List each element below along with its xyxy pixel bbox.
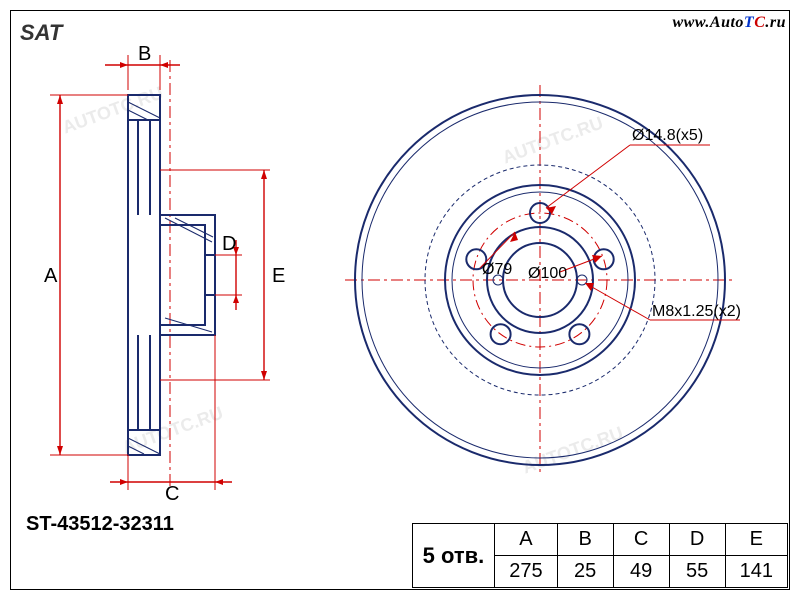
dim-label-C: C [165, 483, 179, 505]
url-part: C [754, 14, 765, 31]
col-header: B [557, 524, 613, 556]
cell: 25 [557, 556, 613, 588]
col-header: D [669, 524, 725, 556]
annot-thread: M8x1.25(x2) [652, 303, 741, 320]
dim-label-B: B [138, 43, 151, 65]
cell: 141 [725, 556, 787, 588]
table-row: 5 отв. A B C D E [412, 524, 787, 556]
col-header: E [725, 524, 787, 556]
cell: 275 [495, 556, 557, 588]
annot-hub-dia: Ø79 [482, 261, 512, 278]
holes-count: 5 отв. [412, 524, 495, 588]
spec-table: 5 отв. A B C D E 275 25 49 55 141 [412, 523, 788, 588]
side-section-view: B A E D C [20, 40, 320, 510]
dim-label-D: D [222, 233, 236, 255]
annot-pcd: Ø100 [528, 265, 567, 282]
url-part: T [744, 14, 754, 31]
part-number: ST-43512-32311 [26, 513, 174, 536]
cell: 49 [613, 556, 669, 588]
dim-label-A: A [44, 265, 58, 287]
url-part: www.Auto [672, 14, 743, 31]
front-view: Ø14.8(x5) Ø79 Ø100 M8x1.25(x2) [340, 50, 780, 510]
col-header: A [495, 524, 557, 556]
dim-label-E: E [272, 265, 285, 287]
cell: 55 [669, 556, 725, 588]
annot-hole-dia: Ø14.8(x5) [632, 127, 703, 144]
col-header: C [613, 524, 669, 556]
source-url: www.AutoTC.ru [672, 14, 786, 32]
url-part: .ru [765, 14, 786, 31]
